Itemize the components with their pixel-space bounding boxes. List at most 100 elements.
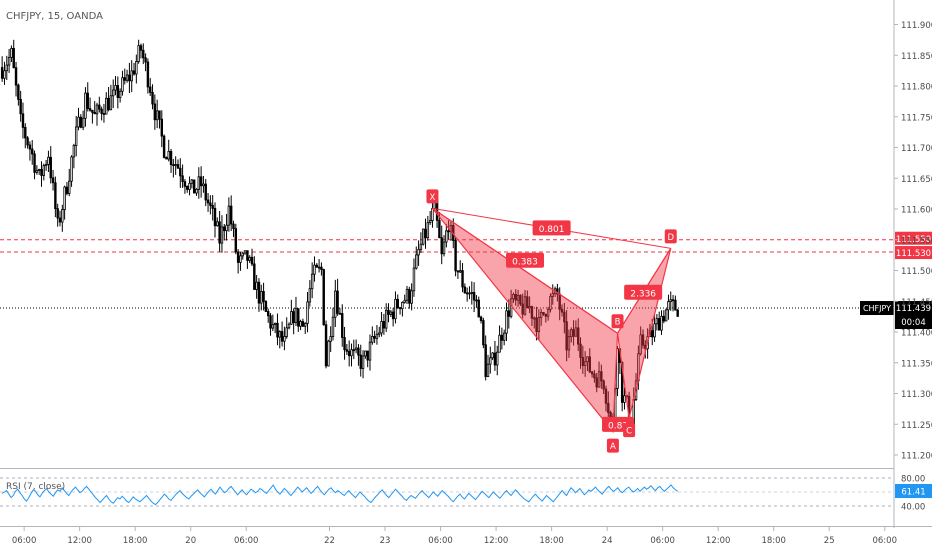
candle-body — [512, 294, 515, 300]
pattern-point-label: C — [626, 427, 632, 437]
candle-body — [539, 311, 543, 318]
candle-body — [546, 309, 550, 317]
y-tick-label: 111.900 — [901, 21, 932, 31]
candle-body — [294, 308, 298, 324]
candle-body — [484, 344, 487, 378]
candle-body — [391, 311, 395, 320]
candle-body — [162, 135, 166, 158]
candle-body — [361, 355, 365, 369]
candle-body — [394, 298, 397, 320]
candle-body — [72, 145, 76, 158]
candle-body — [292, 311, 295, 324]
candle-body — [257, 281, 261, 304]
rsi-value-tag — [895, 484, 932, 499]
candle-body — [657, 318, 661, 331]
x-tick-label: 06:00 — [234, 536, 259, 546]
candle-body — [354, 347, 358, 351]
candle-body — [137, 45, 140, 62]
level-label: 111.530 — [896, 249, 931, 259]
candle-body — [186, 185, 189, 190]
candle-body — [667, 301, 670, 311]
candle-body — [165, 157, 168, 160]
chart-title: CHFJPY, 15, OANDA — [6, 11, 103, 22]
candle-body — [40, 169, 43, 176]
candle-body — [287, 323, 291, 329]
candle-body — [623, 395, 626, 403]
candle-body — [225, 224, 228, 232]
candle-body — [602, 380, 605, 390]
rsi-value-label: 61.41 — [901, 488, 925, 498]
candle-body — [58, 217, 62, 223]
candle-body — [368, 341, 372, 361]
candle-body — [116, 85, 120, 98]
candle-body — [88, 108, 92, 111]
candle-body — [662, 315, 666, 322]
ratio-label: 0.81 — [608, 421, 628, 431]
candle-body — [336, 290, 339, 314]
candle-body — [95, 104, 99, 115]
candle-body — [660, 315, 663, 331]
candle-body — [63, 186, 66, 210]
pattern-point-label: B — [615, 318, 621, 328]
candle-body — [278, 331, 281, 338]
candle-body — [10, 48, 13, 58]
candle-body — [498, 334, 501, 353]
candle-body — [283, 336, 286, 342]
x-tick-label: 25 — [824, 536, 835, 546]
candle-body — [47, 156, 50, 165]
rsi-tick-label: 40.00 — [901, 503, 925, 513]
x-tick-label: 18:00 — [123, 536, 148, 546]
y-tick-label: 111.700 — [901, 144, 932, 154]
candle-body — [577, 327, 580, 345]
candle-body — [79, 116, 83, 128]
candle-body — [359, 354, 362, 369]
y-tick-label: 111.650 — [901, 175, 932, 185]
candle-body — [172, 164, 175, 167]
candle-body — [142, 49, 145, 59]
candle-body — [604, 388, 608, 404]
candle-body — [195, 188, 198, 194]
candle-body — [160, 118, 163, 137]
candle-body — [338, 312, 342, 315]
candle-body — [597, 371, 601, 388]
candle-body — [227, 205, 231, 226]
candle-body — [308, 288, 312, 303]
candle-body — [378, 332, 381, 335]
candle-body — [410, 290, 413, 304]
candle-body — [479, 316, 483, 321]
candle-body — [77, 116, 80, 128]
candle-body — [426, 222, 430, 239]
candle-body — [304, 322, 307, 327]
candle-body — [255, 281, 258, 290]
candle-body — [56, 208, 59, 219]
y-tick-label: 111.250 — [901, 421, 932, 431]
candle-body — [285, 327, 288, 337]
candle-body — [428, 220, 432, 224]
candle-body — [502, 332, 506, 341]
candle-body — [461, 270, 464, 288]
candle-body — [273, 322, 277, 326]
candle-body — [276, 322, 279, 338]
candle-body — [465, 292, 469, 295]
candle-body — [121, 77, 124, 92]
candle-body — [595, 377, 598, 388]
y-tick-label: 111.600 — [901, 206, 932, 216]
candle-body — [331, 316, 335, 337]
candle-body — [243, 250, 247, 254]
candle-body — [130, 70, 133, 82]
candle-body — [468, 292, 471, 295]
x-tick-label: 06:00 — [12, 536, 37, 546]
candle-body — [590, 371, 594, 375]
candle-body — [352, 349, 356, 352]
candle-body — [306, 301, 309, 324]
x-tick-label: 23 — [380, 536, 391, 546]
candle-body — [125, 74, 129, 81]
ratio-tag — [532, 220, 571, 236]
ratio-label: 0.383 — [512, 257, 538, 267]
candle-body — [269, 315, 272, 329]
candle-body — [107, 97, 110, 111]
candle-body — [329, 336, 332, 342]
harmonic-pattern: 0.801 0.383 2.336 0.81 X A B C D — [426, 189, 677, 453]
ratio-label: 0.801 — [539, 225, 565, 235]
y-tick-label: 111.550 — [901, 236, 932, 246]
